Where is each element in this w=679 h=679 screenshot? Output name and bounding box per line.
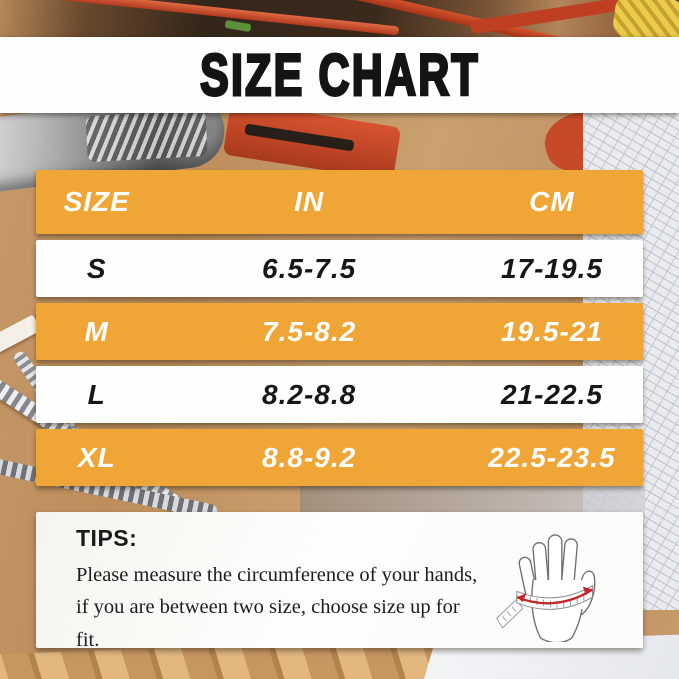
tips-body: Please measure the circumference of your… [76,564,478,651]
cell-size: L [87,378,106,410]
cell-in: 8.8-9.2 [262,441,357,473]
gray-tool-photo [300,486,645,516]
cell-size: XL [77,441,116,473]
cell-in: 8.2-8.8 [262,378,357,410]
size-table: SIZE IN CM S 6.5-7.5 17-19.5 M 7.5-8.2 1… [36,170,643,492]
size-row-l: L 8.2-8.8 21-22.5 [36,366,643,423]
header-cell-cm: CM [529,186,575,217]
cell-cm: 17-19.5 [500,252,603,284]
knife-blade-slot [244,123,355,152]
hand-measurement-icon [496,534,596,642]
size-row-xl: XL 8.8-9.2 22.5-23.5 [36,429,643,486]
wrench-teeth [85,109,208,163]
cell-size: S [86,252,107,284]
cell-size: M [84,315,109,347]
cell-cm: 22.5-23.5 [488,441,616,473]
title-banner: SIZE CHART [0,37,679,113]
tips-panel: TIPS: Please measure the circumference o… [36,512,643,651]
size-row-m: M 7.5-8.2 19.5-21 [36,303,643,360]
header-cell-size: SIZE [63,186,130,217]
tips-heading: TIPS: [76,525,138,551]
cell-in: 7.5-8.2 [262,315,357,347]
size-table-header: SIZE IN CM [36,170,643,234]
cell-cm: 19.5-21 [500,315,603,347]
page-title: SIZE CHART [199,41,480,109]
cell-in: 6.5-7.5 [262,252,357,284]
cell-cm: 21-22.5 [500,378,603,410]
size-row-s: S 6.5-7.5 17-19.5 [36,240,643,297]
header-cell-in: IN [294,186,325,217]
